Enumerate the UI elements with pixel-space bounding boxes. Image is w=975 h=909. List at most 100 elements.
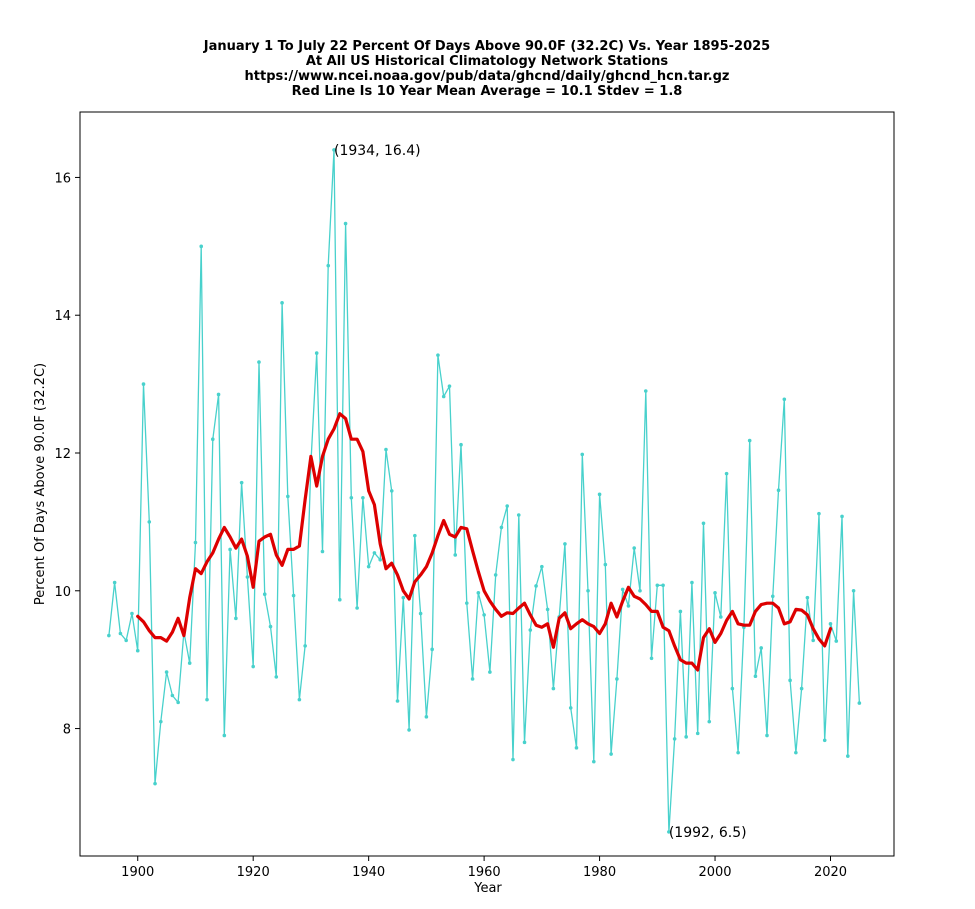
annual-data-point	[505, 504, 510, 508]
annual-data-point	[719, 615, 723, 619]
annual-data-point	[540, 564, 544, 569]
annual-data-point	[655, 583, 660, 588]
annual-data-point	[303, 644, 307, 648]
annual-data-point	[424, 715, 429, 719]
x-axis: 1900 1920 1940 1960 1980 2000 2020	[121, 856, 847, 880]
annual-data-point	[476, 591, 481, 595]
annual-data-point	[615, 677, 619, 681]
annual-data-point	[107, 633, 111, 638]
annual-data-point	[170, 693, 175, 698]
annual-data-point	[297, 697, 302, 702]
y-tick-label: 16	[54, 171, 71, 186]
annual-data-point	[147, 520, 152, 524]
annual-data-point	[846, 754, 850, 758]
annual-data-point	[343, 221, 348, 226]
annual-data-point	[210, 437, 215, 442]
max-annotation: (1934, 16.4)	[334, 143, 421, 159]
annual-data-point	[164, 670, 169, 674]
annual-data-point	[493, 573, 498, 577]
annual-data-point	[811, 638, 815, 643]
annual-data-point	[395, 699, 400, 703]
annual-data-point	[765, 733, 769, 738]
annual-data-point	[384, 447, 388, 452]
annual-data-point	[187, 661, 192, 665]
title-line-4: Red Line Is 10 Year Mean Average = 10.1 …	[292, 84, 683, 99]
annual-data-point	[511, 757, 515, 762]
annual-data-point	[389, 489, 394, 493]
annual-data-point	[488, 670, 492, 674]
x-tick-label: 1940	[352, 865, 385, 880]
annual-data-point	[857, 701, 862, 705]
title-line-1: January 1 To July 22 Percent Of Days Abo…	[203, 39, 770, 54]
annual-data-point	[349, 495, 354, 500]
annual-data-point	[159, 719, 163, 724]
annual-data-point	[286, 494, 290, 499]
annual-data-point	[361, 495, 365, 500]
annual-data-point	[799, 686, 804, 691]
annual-data-point	[436, 353, 440, 357]
annual-data-point	[597, 492, 602, 497]
annual-data-point	[586, 588, 590, 593]
annual-data-point	[291, 593, 296, 598]
annual-data-point	[574, 746, 579, 750]
title-line-3: https://www.ncei.noaa.gov/pub/data/ghcnd…	[245, 69, 730, 84]
annual-data-point	[545, 607, 550, 612]
annual-data-point	[603, 562, 608, 567]
plot-area-frame	[79, 111, 895, 857]
annual-data-point	[112, 580, 117, 585]
annual-data-point	[695, 731, 700, 736]
annual-data-point	[822, 738, 827, 743]
annual-data-point	[684, 735, 688, 739]
annual-data-point	[840, 514, 844, 519]
annual-data-point	[239, 480, 244, 485]
annual-data-point	[153, 781, 157, 786]
x-axis-label: Year	[473, 881, 502, 896]
annual-data-point	[280, 301, 284, 305]
annual-data-point	[828, 622, 833, 626]
annual-data-point	[453, 553, 458, 557]
annual-data-point	[482, 613, 486, 617]
annual-data-point	[470, 677, 475, 681]
annual-data-point	[516, 513, 521, 517]
mean-series-line	[136, 412, 833, 672]
annual-data-point	[528, 628, 533, 632]
annual-data-point	[205, 697, 209, 702]
chart-title: January 1 To July 22 Percent Of Days Abo…	[203, 39, 770, 99]
annual-data-point	[124, 638, 128, 643]
annual-data-point	[724, 471, 729, 476]
y-axis-label: Percent Of Days Above 90.0F (32.2C)	[33, 363, 48, 605]
annual-data-point	[130, 611, 134, 616]
annual-data-point	[626, 604, 631, 608]
annual-data-point	[268, 624, 273, 629]
annual-data-point	[118, 631, 123, 636]
annual-data-point	[418, 611, 423, 616]
annual-data-point	[314, 351, 319, 355]
annual-data-point	[580, 452, 585, 457]
y-tick-label: 8	[63, 723, 71, 738]
annual-data-point	[753, 674, 758, 678]
annual-data-point	[447, 384, 452, 388]
annual-data-point	[326, 263, 331, 268]
annual-data-point	[730, 686, 735, 691]
annual-data-point	[534, 584, 538, 588]
annual-data-point	[667, 830, 671, 834]
annual-data-point	[638, 588, 642, 593]
annual-data-point	[378, 557, 382, 562]
annual-data-point	[788, 678, 792, 683]
annual-data-point	[176, 700, 180, 705]
x-tick-label: 2020	[814, 865, 847, 880]
annual-data-point	[643, 389, 648, 393]
annual-data-point	[251, 664, 255, 669]
annual-series	[107, 148, 862, 834]
annual-data-point	[632, 546, 637, 550]
annual-data-point	[413, 533, 417, 538]
annual-data-point	[499, 525, 504, 530]
y-tick-label: 12	[54, 447, 71, 462]
annual-data-point	[222, 733, 227, 738]
annual-data-point	[713, 591, 717, 595]
annual-data-point	[355, 606, 359, 610]
annual-data-point	[141, 382, 146, 386]
annual-data-point	[609, 752, 613, 756]
annual-data-point	[805, 595, 810, 600]
annual-data-point	[794, 750, 798, 755]
